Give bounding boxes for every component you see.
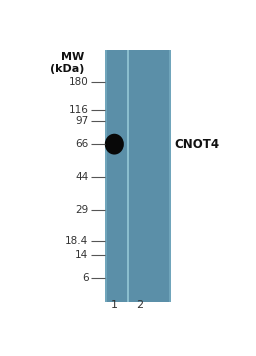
- Text: 6: 6: [82, 273, 89, 283]
- Bar: [105, 49, 106, 302]
- Text: 180: 180: [69, 78, 89, 88]
- Text: 18.4: 18.4: [65, 236, 89, 246]
- Text: 2: 2: [136, 300, 144, 310]
- Text: MW
(kDa): MW (kDa): [50, 52, 84, 74]
- Text: 66: 66: [75, 139, 89, 149]
- Bar: [105, 49, 171, 302]
- Text: 44: 44: [75, 172, 89, 182]
- Bar: [169, 49, 171, 302]
- Text: 14: 14: [75, 250, 89, 260]
- Text: 1: 1: [111, 300, 118, 310]
- Text: 29: 29: [75, 205, 89, 215]
- Text: 97: 97: [75, 116, 89, 126]
- Bar: [127, 49, 129, 302]
- Text: 116: 116: [69, 105, 89, 115]
- Text: CNOT4: CNOT4: [175, 138, 220, 151]
- Ellipse shape: [105, 134, 124, 155]
